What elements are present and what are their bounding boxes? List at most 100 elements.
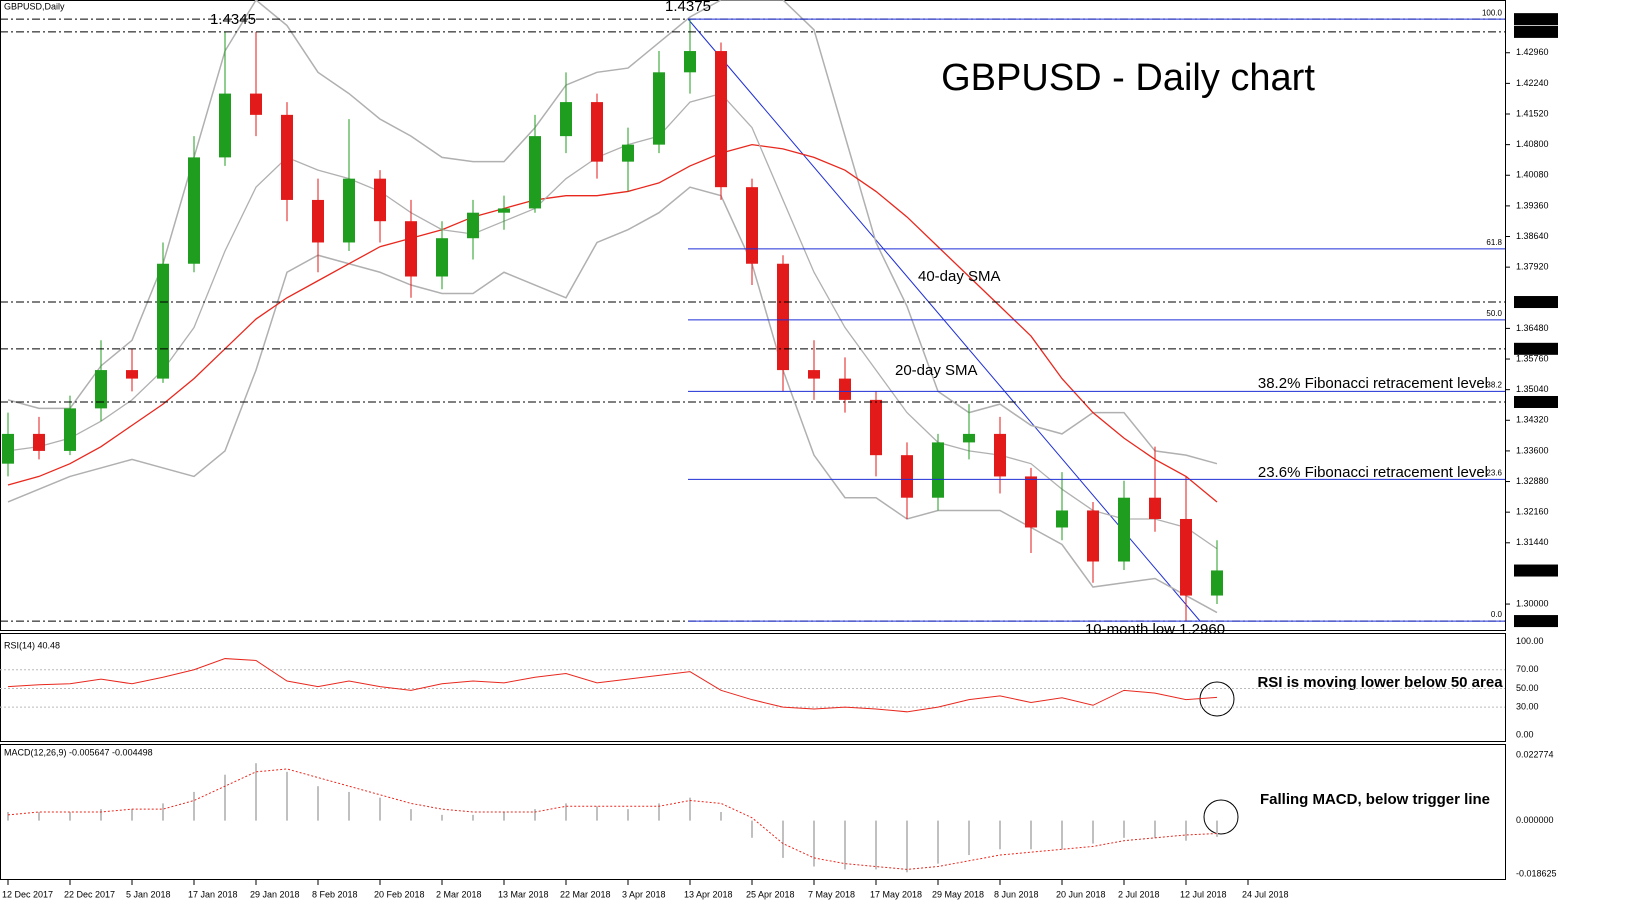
x-tick-label: 22 Dec 2017: [64, 889, 115, 899]
macd-bar: [1216, 820, 1218, 837]
macd-bar: [658, 803, 660, 821]
macd-bar: [627, 809, 629, 821]
macd-bar: [1092, 820, 1094, 844]
candle-body: [436, 238, 448, 277]
candle-body: [312, 199, 324, 243]
candle-body: [1211, 570, 1223, 596]
candle-body: [1149, 497, 1161, 519]
macd-bar: [286, 771, 288, 821]
macd-bar: [720, 812, 722, 821]
candle-body: [1087, 510, 1099, 562]
level-label: 1.36000: [1517, 343, 1550, 353]
macd-bar: [410, 809, 412, 821]
x-tick-label: 7 May 2018: [808, 889, 855, 899]
level-box: [1514, 342, 1558, 355]
candle-body: [498, 208, 510, 213]
candle-body: [622, 144, 634, 162]
macd-bar: [472, 814, 474, 821]
candle-body: [157, 263, 169, 379]
candle-body: [653, 72, 665, 145]
fib-label: 38.2: [1486, 380, 1502, 389]
macd-bar: [255, 763, 257, 821]
macd-bar: [937, 820, 939, 864]
rsi-frame: [0, 633, 1506, 742]
candle-body: [963, 433, 975, 443]
y-tick-label: 1.42240: [1516, 78, 1549, 88]
macd-bar: [906, 820, 908, 873]
fib-label: 23.6: [1486, 469, 1502, 478]
sma-line: [7, 92, 1218, 550]
candle-body: [2, 433, 14, 464]
annotation: 23.6% Fibonacci retracement level: [1258, 464, 1488, 481]
candle-body: [374, 178, 386, 222]
candle-body: [529, 136, 541, 209]
y-tick-label: 30.00: [1516, 702, 1539, 712]
y-tick-label: 0.00: [1516, 730, 1534, 740]
y-tick-label: 1.32160: [1516, 507, 1549, 517]
macd-bar: [565, 803, 567, 821]
y-tick-label: 1.39360: [1516, 200, 1549, 210]
candle-body: [64, 408, 76, 451]
rsi-line: [7, 658, 1218, 713]
y-tick-label: 1.33600: [1516, 445, 1549, 455]
x-tick-label: 25 Apr 2018: [746, 889, 795, 899]
level-box: [1514, 25, 1558, 38]
high-label: 1.4345: [210, 11, 256, 28]
macd-bar: [317, 786, 319, 821]
macd-bar: [875, 820, 877, 870]
macd-bar: [596, 806, 598, 821]
y-tick-label: -0.018625: [1516, 868, 1557, 878]
level-label: 1.37100: [1517, 296, 1550, 306]
candle-body: [188, 157, 200, 264]
candle-body: [343, 178, 355, 243]
signal-line: [7, 768, 1218, 870]
candle-body: [839, 378, 851, 400]
macd-bar: [1154, 820, 1156, 838]
bollinger-band: [7, 186, 1218, 614]
macd-bar: [503, 812, 505, 821]
series-label: 40-day SMA: [918, 268, 1001, 285]
candle-body: [1180, 518, 1192, 596]
fib-label: 0.0: [1491, 610, 1503, 619]
x-tick-label: 8 Jun 2018: [994, 889, 1039, 899]
candle-body: [1025, 476, 1037, 528]
macd-bar: [751, 820, 753, 838]
y-tick-label: 1.42960: [1516, 47, 1549, 57]
x-tick-label: 20 Feb 2018: [374, 889, 425, 899]
fib-label: 100.0: [1482, 8, 1503, 17]
candle-body: [684, 51, 696, 73]
candle-body: [95, 370, 107, 409]
annotation: 38.2% Fibonacci retracement level: [1258, 375, 1488, 392]
candle-body: [467, 212, 479, 239]
x-tick-label: 3 Apr 2018: [622, 889, 666, 899]
macd-bar: [69, 812, 71, 821]
y-tick-label: 50.00: [1516, 683, 1539, 693]
x-tick-label: 22 Mar 2018: [560, 889, 611, 899]
x-tick-label: 17 May 2018: [870, 889, 922, 899]
macd-bar: [534, 809, 536, 821]
y-tick-label: 1.37920: [1516, 262, 1549, 272]
macd-bar: [7, 812, 9, 821]
macd-bar: [1061, 820, 1063, 850]
macd-bar: [968, 820, 970, 856]
macd-bar: [441, 814, 443, 821]
candle-body: [405, 221, 417, 277]
low-label: 10-month low 1.2960: [1085, 621, 1225, 638]
y-tick-label: 70.00: [1516, 664, 1539, 674]
y-tick-label: 1.30000: [1516, 598, 1549, 608]
macd-bar: [224, 774, 226, 821]
x-tick-label: 2 Mar 2018: [436, 889, 482, 899]
level-label: 1.29600: [1517, 615, 1550, 625]
y-tick-label: 1.35040: [1516, 384, 1549, 394]
x-tick-label: 8 Feb 2018: [312, 889, 358, 899]
y-tick-label: 1.40080: [1516, 170, 1549, 180]
bollinger-band: [7, 0, 1218, 465]
y-tick-label: 1.41520: [1516, 108, 1549, 118]
x-tick-label: 13 Mar 2018: [498, 889, 549, 899]
y-tick-label: 0.000000: [1516, 815, 1554, 825]
macd-bar: [1030, 820, 1032, 850]
macd-bar: [689, 797, 691, 821]
y-tick-label: 1.40800: [1516, 139, 1549, 149]
rsi-note: RSI is moving lower below 50 area: [1257, 674, 1503, 691]
candle-body: [932, 442, 944, 498]
